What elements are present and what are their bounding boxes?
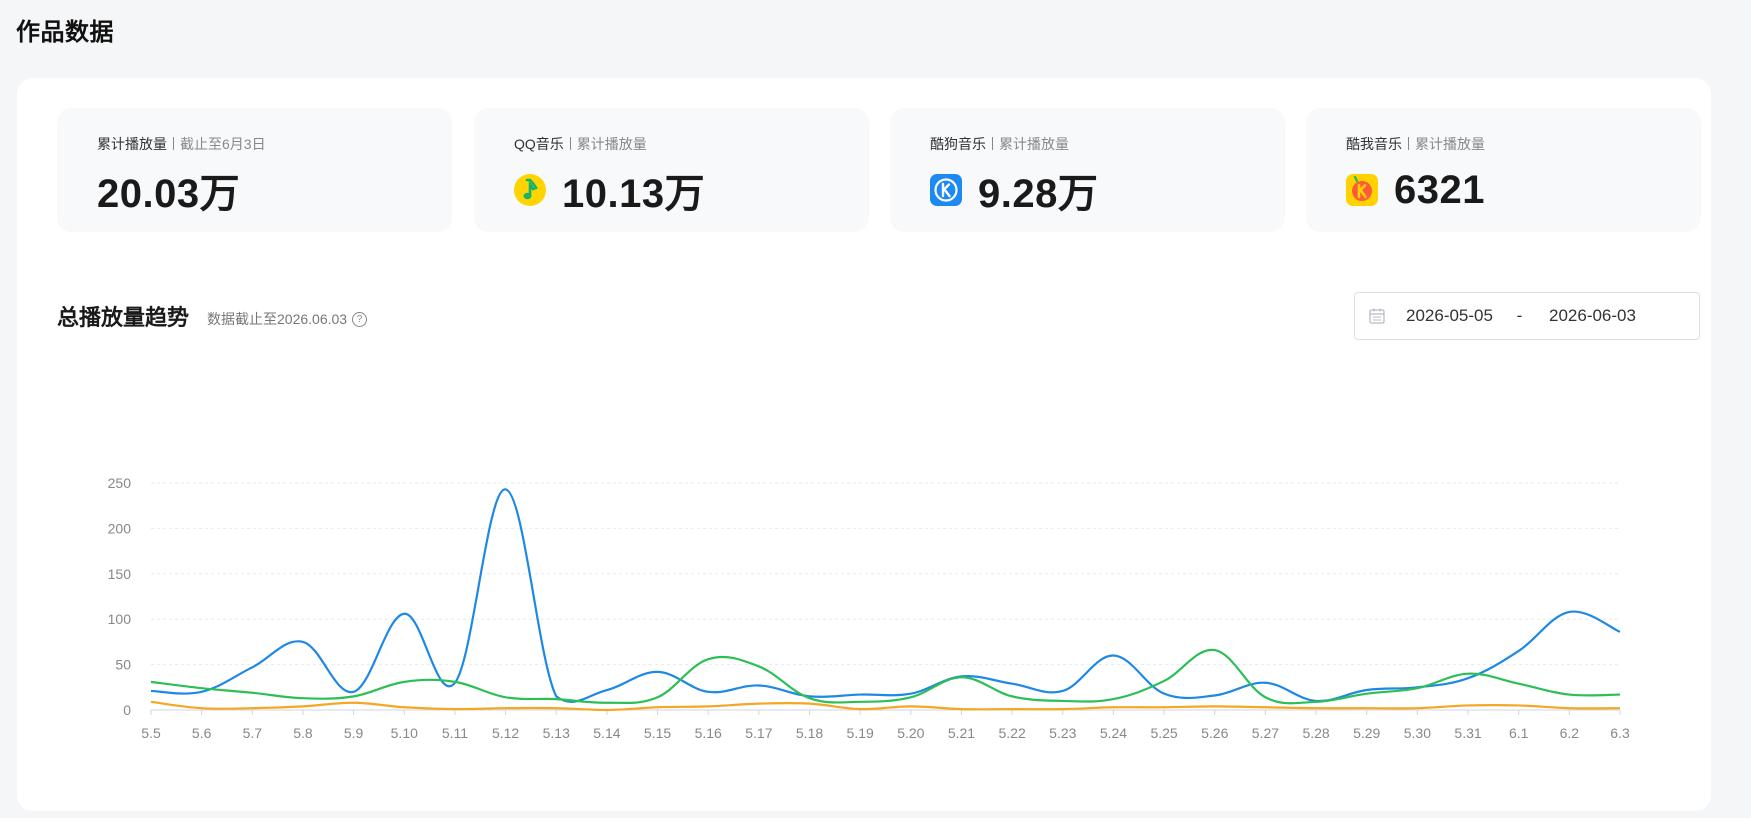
stat-label: QQ音乐 累计播放量 — [514, 134, 647, 154]
stat-label-main: QQ音乐 — [514, 136, 564, 152]
stat-label-main: 酷我音乐 — [1346, 136, 1402, 152]
stat-card-kugou-music: 酷狗音乐 累计播放量 9.28万 — [890, 108, 1285, 232]
x-tick-label: 5.11 — [442, 725, 468, 741]
stat-label-sub: 累计播放量 — [1415, 136, 1485, 152]
kuwo-music-icon — [1346, 174, 1378, 206]
stat-card-kuwo-music: 酷我音乐 累计播放量 6321 — [1306, 108, 1701, 232]
x-tick-label: 5.9 — [344, 725, 364, 741]
y-tick-label: 150 — [108, 566, 132, 582]
x-tick-label: 5.31 — [1454, 725, 1481, 741]
y-tick-label: 250 — [108, 475, 132, 491]
x-tick-label: 6.1 — [1509, 725, 1529, 741]
stat-label: 酷我音乐 累计播放量 — [1346, 134, 1485, 154]
x-tick-label: 5.26 — [1201, 725, 1228, 741]
stat-label-main: 累计播放量 — [97, 136, 167, 152]
stat-card-total: 累计播放量 截止至6月3日 20.03万 — [57, 108, 452, 232]
x-tick-label: 5.27 — [1252, 725, 1279, 741]
x-tick-label: 5.30 — [1404, 725, 1431, 741]
y-tick-label: 50 — [115, 657, 131, 673]
x-tick-label: 5.22 — [999, 725, 1026, 741]
x-tick-label: 5.12 — [492, 725, 519, 741]
stat-label-sub: 截止至6月3日 — [180, 136, 266, 152]
x-tick-label: 5.24 — [1100, 725, 1127, 741]
trend-title: 总播放量趋势 — [57, 305, 190, 330]
date-end-input[interactable]: 2026-06-03 — [1549, 306, 1636, 325]
x-tick-label: 5.6 — [192, 725, 212, 741]
stat-value-kuwo-music: 6321 — [1394, 167, 1485, 212]
series-line-1 — [150, 648, 1621, 705]
x-tick-label: 5.23 — [1049, 725, 1076, 741]
date-range-picker[interactable]: 2026-05-05 - 2026-06-03 — [1354, 292, 1700, 340]
trend-note: 数据截止至2026.06.03 ? — [207, 309, 368, 329]
calendar-icon — [1369, 308, 1385, 324]
stat-label: 酷狗音乐 累计播放量 — [930, 134, 1069, 154]
date-separator: - — [1516, 306, 1523, 325]
stat-label-sub: 累计播放量 — [576, 136, 647, 152]
x-tick-label: 5.8 — [293, 725, 313, 741]
x-tick-label: 5.16 — [695, 725, 722, 741]
stat-label: 累计播放量 截止至6月3日 — [97, 134, 266, 154]
qq-music-icon — [514, 174, 546, 206]
y-tick-label: 0 — [123, 702, 131, 718]
x-tick-label: 5.5 — [141, 725, 161, 741]
trend-chart: 0 50 100 150 200 250 5.5 5.6 5.7 5.8 5.9 5.10 5.11 5.… — [108, 475, 1630, 741]
series-line-2 — [150, 700, 1621, 712]
x-tick-label: 5.29 — [1353, 725, 1380, 741]
stat-value-total: 20.03万 — [97, 172, 241, 216]
x-tick-label: 5.20 — [897, 725, 924, 741]
series-line-0 — [150, 488, 1621, 703]
stat-value-kugou-music: 9.28万 — [978, 172, 1099, 216]
x-tick-label: 5.18 — [796, 725, 823, 741]
y-tick-label: 100 — [108, 611, 132, 627]
x-tick-label: 5.21 — [948, 725, 975, 741]
x-tick-label: 5.15 — [644, 725, 671, 741]
x-tick-label: 5.7 — [243, 725, 263, 741]
x-tick-label: 5.19 — [847, 725, 874, 741]
x-tick-label: 6.3 — [1610, 725, 1630, 741]
kugou-music-icon — [930, 174, 962, 206]
page-title: 作品数据 — [16, 19, 114, 46]
trend-note-text: 数据截止至2026.06.03 — [207, 311, 348, 327]
stat-card-qq-music: QQ音乐 累计播放量 10.13万 — [474, 108, 869, 232]
stat-value-qq-music: 10.13万 — [562, 172, 706, 216]
x-tick-label: 5.13 — [543, 725, 570, 741]
date-start-input[interactable]: 2026-05-05 — [1406, 306, 1493, 325]
stat-label-main: 酷狗音乐 — [930, 136, 986, 152]
x-tick-label: 5.10 — [391, 725, 418, 741]
x-tick-label: 5.14 — [593, 725, 620, 741]
x-tick-label: 5.28 — [1302, 725, 1329, 741]
x-tick-label: 5.25 — [1150, 725, 1177, 741]
help-icon[interactable]: ? — [352, 311, 368, 327]
y-tick-label: 200 — [108, 520, 132, 536]
stat-label-sub: 累计播放量 — [999, 136, 1069, 152]
x-tick-label: 6.2 — [1560, 725, 1580, 741]
content-panel: 累计播放量 截止至6月3日 20.03万 QQ音乐 累计播放量 10.13万 酷狗音… — [17, 78, 1711, 811]
x-tick-label: 5.17 — [745, 725, 772, 741]
